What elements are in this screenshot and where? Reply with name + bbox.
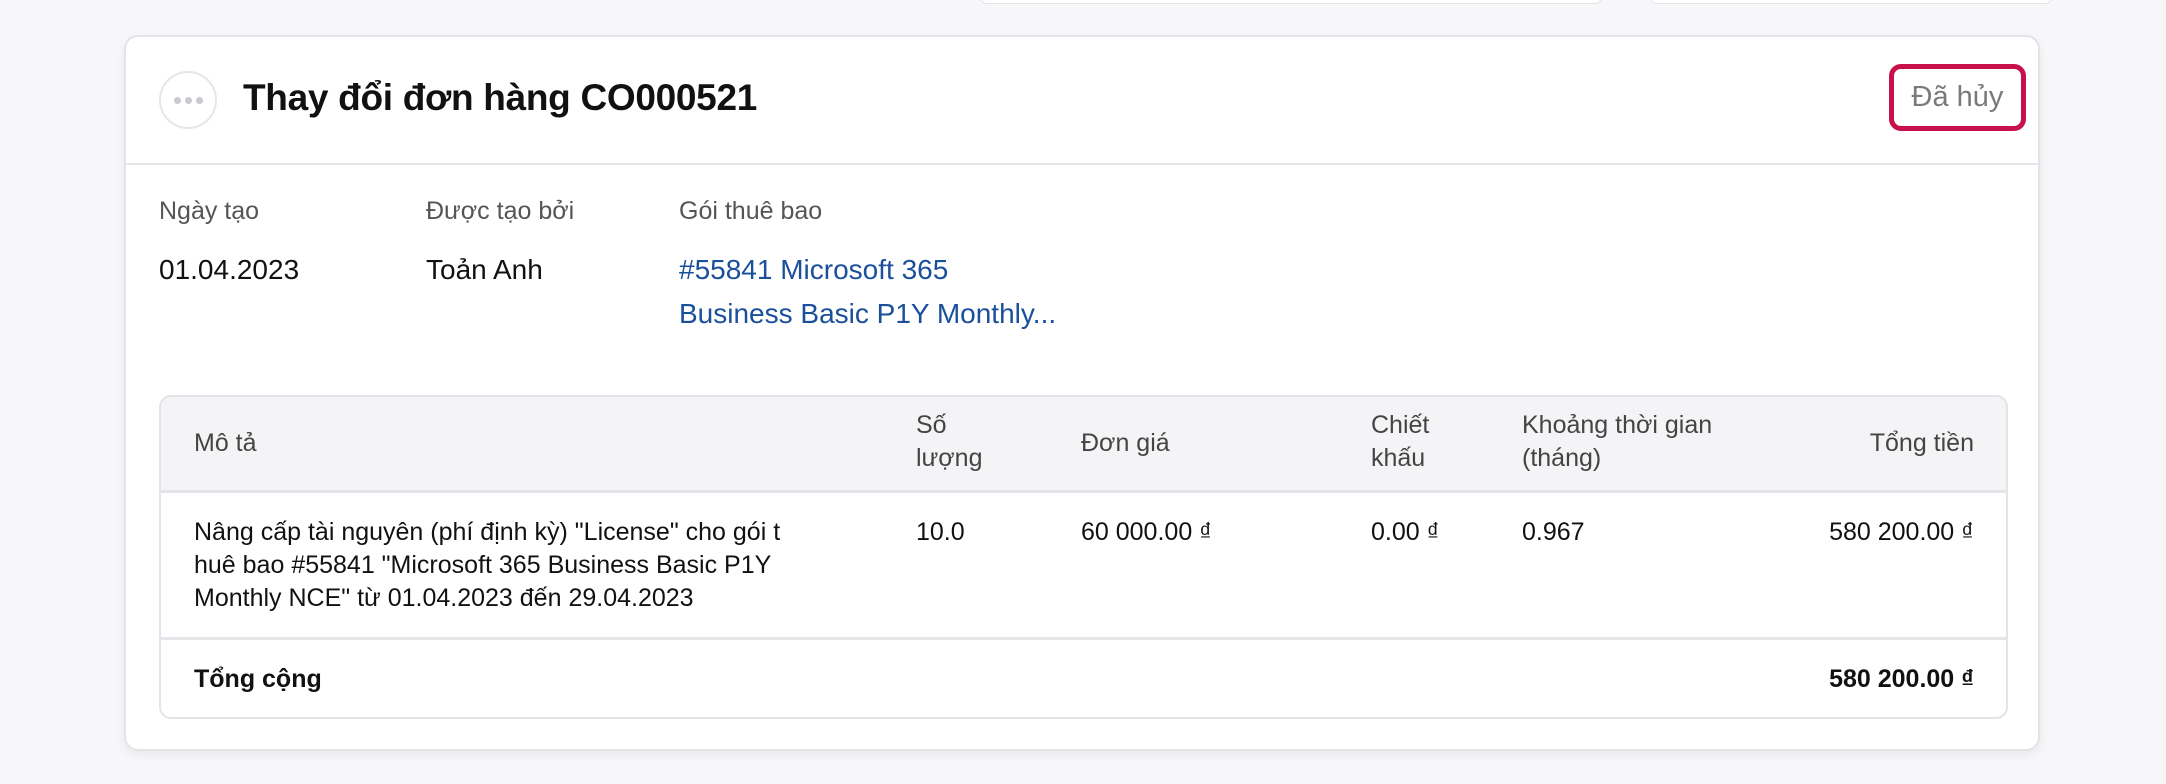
col-period-line1: Khoảng thời gian	[1522, 411, 1713, 439]
col-unit-price: Đơn giá	[1081, 429, 1170, 457]
more-horizontal-icon[interactable]	[159, 71, 217, 129]
meta-created-by: Được tạo bởi Toản Anh	[426, 197, 574, 292]
meta-label: Gói thuê bao	[679, 197, 823, 225]
status-badge: Đã hủy	[1889, 64, 2026, 131]
meta-label: Ngày tạo	[159, 197, 260, 225]
col-period-line2: (tháng)	[1522, 444, 1602, 472]
col-discount-line2: khấu	[1371, 444, 1426, 472]
cell-description: Nâng cấp tài nguyên (phí định kỳ) "Licen…	[194, 516, 894, 615]
meta-subscription: Gói thuê bao #55841 Microsoft 365 Busine…	[679, 197, 1056, 336]
footer-total: 580 200.00 ₫	[1829, 665, 1974, 693]
subscription-link-line2[interactable]: Business Basic P1Y Monthly...	[679, 298, 1057, 329]
subscription-link-line1[interactable]: #55841 Microsoft 365	[679, 254, 949, 285]
col-discount-line1: Chiết	[1371, 411, 1430, 439]
page-title: Thay đổi đơn hàng CO000521	[243, 77, 758, 118]
card-header: Thay đổi đơn hàng CO000521 Đã hủy	[126, 37, 2038, 165]
cell-discount: 0.00 ₫	[1371, 518, 1440, 546]
col-quantity-line2: lượng	[916, 444, 983, 472]
col-period: Khoảng thời gian (tháng)	[1522, 409, 1712, 475]
background-panel	[1650, 0, 2052, 4]
col-quantity: Số lượng	[916, 409, 983, 475]
background-panel	[980, 0, 1602, 4]
col-quantity-line1: Số	[916, 411, 947, 439]
change-order-card: Thay đổi đơn hàng CO000521 Đã hủy Ngày t…	[124, 35, 2040, 751]
cell-unit-price: 60 000.00 ₫	[1081, 518, 1212, 546]
footer-label: Tổng cộng	[194, 665, 322, 693]
table-footer: Tổng cộng 580 200.00 ₫	[161, 640, 2006, 717]
cell-quantity: 10.0	[916, 518, 965, 546]
meta-value: Toản Anh	[426, 254, 543, 285]
subscription-link[interactable]: #55841 Microsoft 365 Business Basic P1Y …	[679, 248, 1056, 336]
meta-value: 01.04.2023	[159, 254, 300, 285]
col-description: Mô tả	[194, 429, 257, 457]
description-line: huê bao #55841 "Microsoft 365 Business B…	[194, 551, 772, 579]
table-header: Mô tả Số lượng Đơn giá Chiết khấu Khoảng t…	[161, 397, 2006, 493]
table-row: Nâng cấp tài nguyên (phí định kỳ) "Licen…	[161, 493, 2006, 640]
meta-label: Được tạo bởi	[426, 197, 575, 225]
col-discount: Chiết khấu	[1371, 409, 1429, 475]
col-total: Tổng tiền	[1869, 429, 1974, 457]
description-line: Monthly NCE" từ 01.04.2023 đến 29.04.202…	[194, 584, 694, 612]
cell-total: 580 200.00 ₫	[1829, 518, 1974, 546]
order-lines-table: Mô tả Số lượng Đơn giá Chiết khấu Khoảng t…	[159, 395, 2008, 719]
meta-created-date: Ngày tạo 01.04.2023	[159, 197, 299, 292]
description-line: Nâng cấp tài nguyên (phí định kỳ) "Licen…	[194, 518, 781, 546]
cell-period: 0.967	[1522, 518, 1585, 546]
